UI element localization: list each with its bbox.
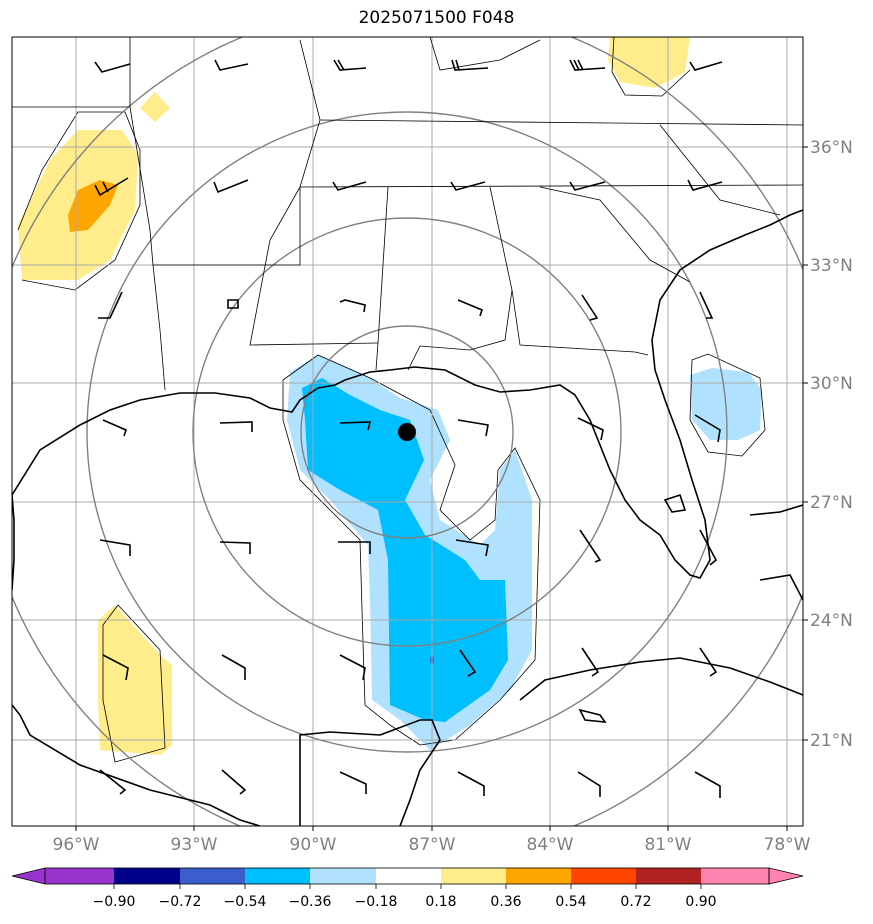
wind-barb (339, 771, 367, 794)
negative-core-gulf (302, 378, 508, 722)
colorbar-segment (245, 868, 310, 884)
wind-barb (213, 179, 249, 194)
wind-barb (332, 181, 367, 191)
map-area (12, 37, 803, 826)
colorbar-segment (45, 868, 114, 884)
colorbar-tick-label: 0.54 (555, 894, 586, 910)
orange-core-northwest (68, 180, 118, 232)
lat-label: 30°N (810, 374, 853, 394)
colorbar-tick-label: −0.54 (224, 894, 267, 910)
colorbar-tick-label: 0.36 (490, 894, 521, 910)
wind-barb (102, 419, 127, 437)
contour-outlines (17, 37, 766, 763)
wind-barb (457, 299, 483, 317)
wind-barb (99, 769, 127, 795)
lon-label: 78°W (764, 835, 811, 855)
colorbar-extend-high (768, 867, 804, 885)
wind-barb (694, 414, 721, 443)
wind-barb (581, 647, 600, 677)
state-boundaries (12, 37, 803, 391)
wind-barb (451, 59, 489, 71)
colorbar-tick-label: −0.90 (93, 894, 136, 910)
colorbar-segment (114, 868, 180, 884)
wind-barb (219, 541, 251, 554)
wind-barb (699, 291, 714, 319)
graticule (12, 37, 803, 826)
positive-area-north (608, 37, 690, 88)
longitude-labels: 96°W 93°W 90°W 87°W 84°W 81°W 78°W (53, 835, 811, 855)
wind-barb (339, 654, 366, 681)
wind-barb (221, 769, 247, 795)
wind-barb (699, 647, 718, 677)
lat-label: 24°N (810, 611, 853, 631)
wind-barb (94, 61, 131, 73)
lat-label: 21°N (810, 731, 853, 751)
latitude-labels: 36°N 33°N 30°N 27°N 24°N 21°N (810, 138, 853, 751)
colorbar-segment (310, 868, 376, 884)
wind-barb (457, 771, 485, 796)
wind-barb (339, 299, 366, 313)
wind-barb (577, 771, 601, 797)
colorbar-outline (44, 867, 770, 885)
wind-barb (569, 181, 606, 191)
colorbar: −0.90 −0.72 −0.54 −0.36 −0.18 0.18 0.36 … (11, 867, 804, 910)
lon-label: 84°W (527, 835, 574, 855)
storm-center-dot (398, 423, 416, 441)
range-rings (12, 37, 803, 826)
map-title: 2025071500 F048 (358, 8, 515, 28)
colorbar-segment (506, 868, 571, 884)
wind-barb (450, 181, 486, 191)
wind-barb (577, 417, 604, 441)
map-frame (11, 36, 804, 827)
wind-barb (221, 654, 246, 680)
wind-barb (339, 421, 372, 431)
colorbar-tick-label: 0.18 (425, 894, 456, 910)
wind-barb (94, 177, 129, 197)
positive-area-southwest (98, 605, 172, 755)
colorbar-tick-label: −0.18 (355, 894, 398, 910)
colorbar-tick-label: 0.72 (620, 894, 651, 910)
lat-label: 33°N (810, 256, 853, 276)
wind-barb (569, 59, 606, 71)
coastlines (12, 209, 803, 826)
colorbar-segment (701, 868, 769, 884)
lon-label: 93°W (171, 835, 218, 855)
lon-label: 81°W (645, 835, 692, 855)
wind-barb (338, 541, 371, 554)
wind-barb (581, 294, 599, 321)
wind-barb (214, 59, 249, 71)
colorbar-extend-low (11, 867, 46, 885)
shading-layer (18, 37, 762, 755)
wind-barb (455, 539, 489, 557)
wind-barb (333, 59, 367, 71)
wind-barb (219, 421, 253, 432)
colorbar-segment (180, 868, 245, 884)
wind-barb (687, 179, 723, 191)
colorbar-tick-label: 0.90 (685, 894, 716, 910)
lat-label: 36°N (810, 138, 853, 158)
wind-barb (102, 654, 129, 681)
lon-label: 87°W (409, 835, 456, 855)
wind-barb (689, 61, 723, 71)
colorbar-tick-label: −0.36 (289, 894, 332, 910)
wind-barb (457, 419, 489, 437)
lat-label: 27°N (810, 493, 853, 513)
colorbar-tick-label: −0.72 (159, 894, 202, 910)
lon-label: 90°W (290, 835, 337, 855)
colorbar-segment (571, 868, 636, 884)
lon-label: 96°W (53, 835, 100, 855)
wind-barb (579, 529, 602, 563)
wind-barbs (94, 59, 723, 798)
axis-ticks (75, 146, 808, 831)
colorbar-segment (376, 868, 441, 884)
colorbar-segment (636, 868, 701, 884)
colorbar-segment (441, 868, 506, 884)
wind-barb (699, 529, 718, 566)
wind-barb (694, 771, 721, 798)
wind-barb (459, 649, 477, 677)
wind-barb (99, 539, 131, 556)
wind-barb (98, 291, 123, 319)
positive-area-small (140, 92, 170, 122)
